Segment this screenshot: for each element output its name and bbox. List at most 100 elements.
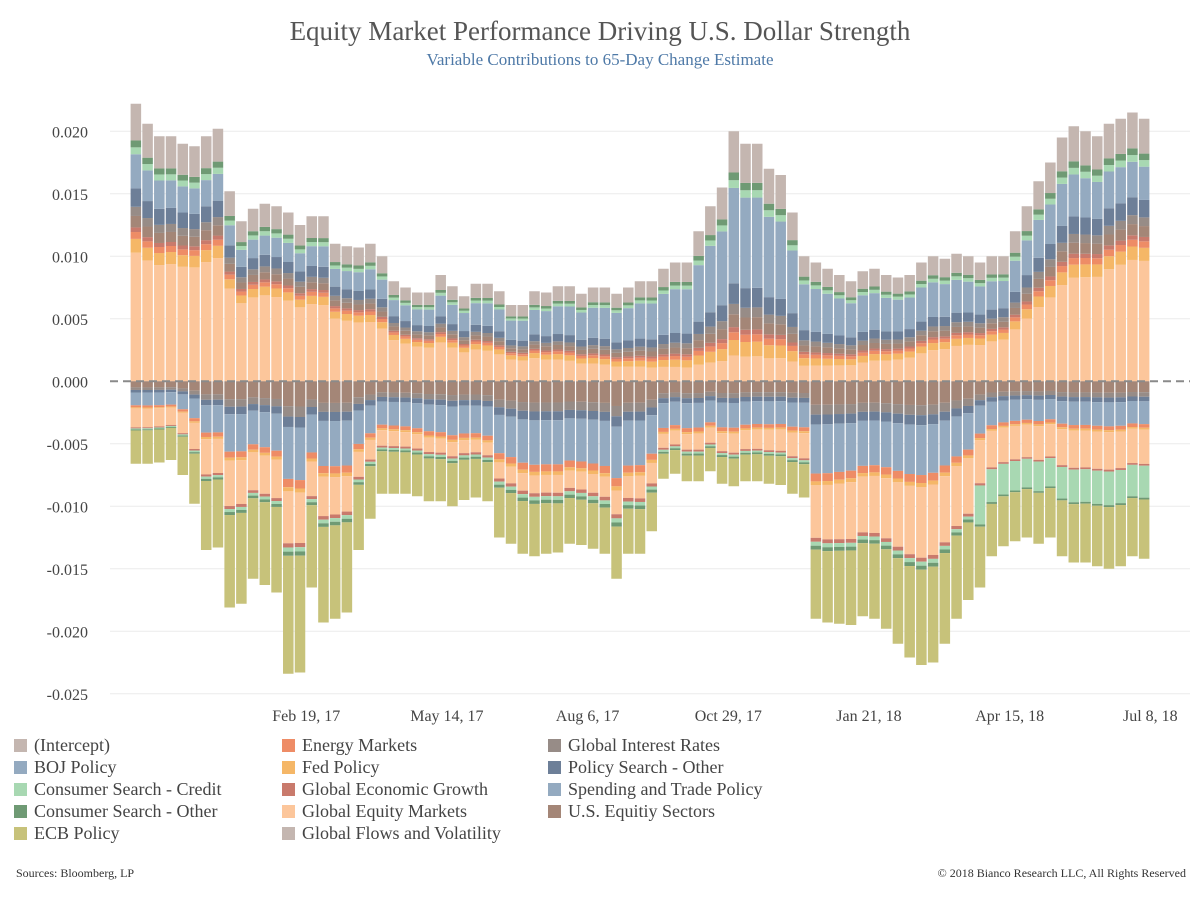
bar-segment [142, 429, 153, 431]
bar-segment [1021, 399, 1033, 420]
legend-column: Global Interest Rates Policy Search - Oth… [548, 734, 763, 822]
bar-segment [681, 367, 693, 382]
bar-segment [1103, 402, 1115, 427]
bar-segment [1068, 425, 1080, 429]
bar-segment [142, 201, 153, 219]
bar-segment [1091, 402, 1103, 426]
bar-segment [341, 465, 353, 473]
bar-segment [1021, 457, 1033, 459]
bar-segment [294, 480, 306, 489]
bar-segment [646, 367, 657, 382]
bar-segment [611, 405, 622, 417]
bar-segment [681, 398, 693, 404]
bar-segment [224, 506, 235, 510]
bar-segment [986, 430, 997, 468]
bar-segment [576, 489, 587, 493]
bar-segment [998, 329, 1009, 333]
bar-segment [435, 336, 446, 343]
bar-segment [552, 471, 564, 475]
bar-segment [963, 455, 974, 459]
bar-segment [1127, 392, 1138, 397]
x-tick-label: Apr 15, 18 [975, 708, 1044, 725]
bar-segment [353, 484, 364, 550]
bar-segment [880, 412, 892, 422]
bar-segment [1009, 314, 1021, 318]
bar-segment [306, 399, 317, 408]
bar-segment [951, 276, 962, 280]
bar-segment [1091, 392, 1103, 398]
bar-segment [388, 297, 400, 301]
bar-segment [1056, 392, 1068, 397]
bar-segment [494, 304, 505, 307]
bar-segment [318, 242, 329, 247]
bar-segment [1033, 209, 1044, 215]
bar-segment [646, 356, 657, 359]
bar-segment [505, 463, 517, 467]
bar-segment [669, 448, 681, 451]
bar-segment [1009, 490, 1021, 493]
bar-segment [998, 396, 1009, 401]
bar-segment [963, 449, 974, 456]
bar-segment [505, 381, 517, 401]
bar-segment [411, 309, 423, 326]
bar-segment [845, 300, 857, 304]
bar-segment [564, 335, 575, 343]
bar-segment [283, 555, 294, 674]
bar-segment [247, 239, 259, 259]
bar-segment [200, 476, 212, 479]
bar-segment [728, 172, 740, 181]
bar-segment [1138, 241, 1150, 248]
bar-segment [998, 422, 1009, 426]
bar-segment [142, 247, 153, 261]
bar-segment [341, 511, 353, 516]
bar-segment [1127, 239, 1138, 247]
bar-segment [353, 304, 364, 311]
bar-segment [423, 335, 435, 340]
bar-segment [716, 427, 728, 432]
bar-segment [540, 292, 552, 307]
bar-segment [1068, 381, 1080, 393]
bar-segment [1021, 293, 1033, 302]
bar-segment [939, 472, 951, 477]
bar-segment [247, 449, 259, 453]
bar-segment [540, 352, 552, 355]
bar-segment [482, 395, 493, 401]
chart-title: Equity Market Performance Driving U.S. D… [289, 16, 911, 46]
bar-segment [998, 425, 1009, 428]
bar-segment [1033, 461, 1044, 492]
bar-segment [787, 456, 798, 459]
bar-segment [259, 203, 271, 227]
bar-segment [705, 346, 716, 352]
bar-segment [963, 274, 974, 279]
bar-segment [1091, 175, 1103, 182]
bar-segment [447, 342, 458, 348]
bar-segment [177, 412, 189, 434]
bar-segment [130, 407, 142, 409]
bar-segment [142, 237, 153, 242]
bar-segment [669, 281, 681, 286]
bar-segment [529, 475, 540, 494]
bar-segment [236, 381, 247, 400]
bar-segment [505, 345, 517, 349]
bar-segment [646, 347, 657, 352]
legend-swatch [548, 782, 561, 796]
bar-segment [775, 427, 786, 430]
bar-segment [200, 168, 212, 175]
bar-segment [165, 424, 177, 426]
bar-segment [998, 321, 1009, 328]
bar-segment [822, 353, 833, 356]
bar-segment [775, 208, 786, 216]
bar-segment [482, 341, 493, 343]
bar-segment [165, 404, 177, 407]
bar-segment [1091, 503, 1103, 506]
bar-segment [494, 484, 505, 488]
bar-segment [705, 342, 716, 347]
bar-segment [623, 508, 634, 554]
bar-segment [306, 276, 317, 283]
legend-swatch [548, 760, 561, 774]
bar-segment [494, 453, 505, 460]
bar-segment [236, 277, 247, 283]
bar-segment [1068, 401, 1080, 426]
bar-segment [1033, 307, 1044, 382]
bar-segment [154, 208, 165, 225]
